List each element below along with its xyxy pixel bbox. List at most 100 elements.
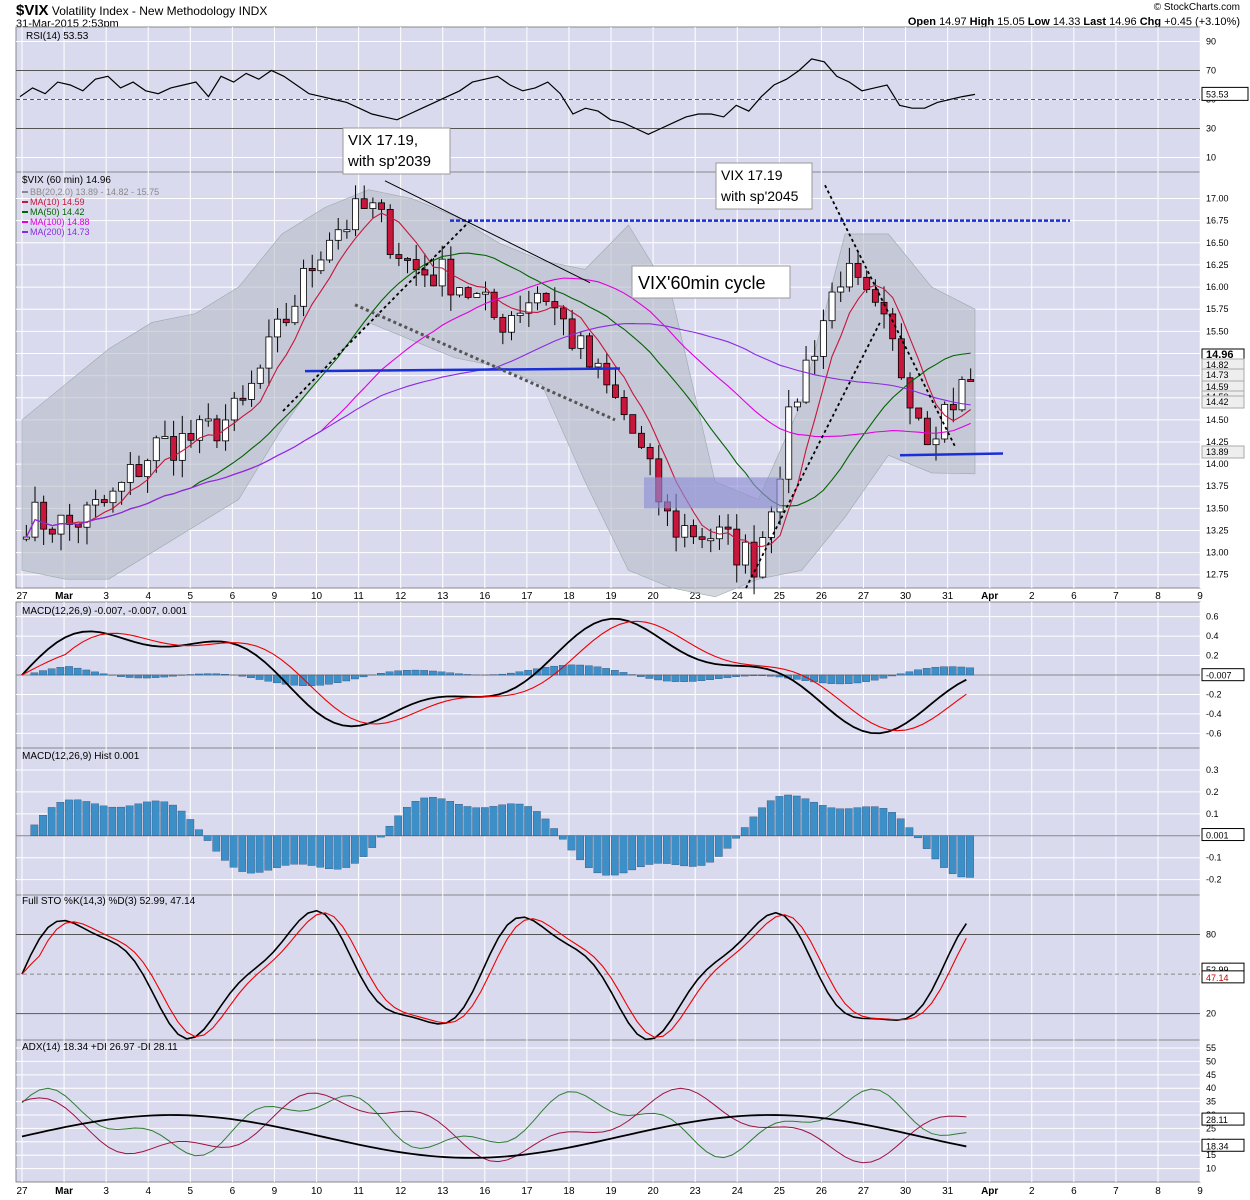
hist-bar	[758, 807, 766, 836]
candle-body	[854, 262, 862, 278]
macd-hist-bar	[740, 674, 749, 677]
hist-bar	[515, 803, 524, 836]
macd-hist-bar	[896, 673, 905, 676]
candle-body	[308, 268, 316, 272]
candle-body	[282, 318, 290, 324]
price-legend-item: BB(20,2.0) 13.89 - 14.82 - 15.75	[30, 187, 159, 197]
x-tick-label: 12	[395, 1186, 407, 1197]
hist-bar	[489, 806, 498, 836]
macd-hist-bar	[385, 671, 394, 676]
macd-hist-bar	[593, 666, 602, 676]
y-tick-label: 14.50	[1206, 415, 1229, 425]
candle-body	[300, 268, 308, 307]
candle-body	[248, 382, 256, 400]
hist-bar	[541, 818, 550, 836]
hist-bar	[82, 801, 91, 836]
quote-summary: Open 14.97 High 15.05 Low 14.33 Last 14.…	[907, 16, 1240, 28]
macd-hist-bar	[697, 674, 706, 681]
candle-body	[681, 525, 689, 538]
hist-legend: MACD(12,26,9) Hist 0.001	[22, 751, 140, 762]
candle-body	[326, 239, 333, 261]
hist-bar	[299, 835, 307, 865]
x-tick-label: 25	[774, 591, 786, 602]
macd-hist-bar	[238, 674, 247, 677]
hist-bar	[602, 835, 610, 876]
macd-hist-bar	[39, 670, 47, 676]
y-tick-label: 55	[1206, 1043, 1216, 1053]
macd-hist-bar	[775, 674, 784, 678]
candle-body	[689, 525, 697, 538]
hist-bar	[888, 812, 896, 836]
macd-hist-bar	[792, 674, 801, 680]
candle-body	[793, 401, 801, 408]
hist-bar	[533, 811, 541, 836]
candle-body	[534, 292, 541, 304]
hist-bar	[91, 803, 99, 836]
candle-body	[724, 526, 732, 530]
hist-bar	[316, 835, 325, 868]
hist-bar	[143, 801, 151, 836]
macd-hist-bar	[455, 673, 463, 676]
candle-body	[499, 317, 507, 333]
hist-bar	[914, 835, 922, 839]
x-tick-label: 19	[605, 1186, 617, 1197]
macd-last-box	[1201, 668, 1245, 682]
macd-hist-bar	[801, 674, 810, 681]
hist-bar	[957, 835, 966, 878]
macd-hist-bar	[680, 674, 688, 682]
hist-bar	[221, 835, 229, 861]
macd-hist-bar	[957, 666, 966, 676]
hist-last-label: 0.001	[1206, 831, 1229, 841]
sto-last-label: 47.14	[1206, 973, 1229, 983]
macd-hist-bar	[377, 673, 385, 676]
hist-bar	[792, 795, 801, 836]
macd-hist-bar	[56, 667, 65, 676]
y-tick-label: 90	[1206, 37, 1216, 47]
hist-bar	[377, 835, 385, 838]
hist-bar	[394, 815, 403, 836]
y-tick-label: 20	[1206, 1009, 1216, 1019]
hist-bar	[671, 835, 680, 865]
candle-body	[915, 407, 923, 419]
macd-hist-bar	[47, 668, 56, 676]
hist-bar	[550, 828, 558, 836]
candle-body	[967, 379, 975, 382]
x-tick-label: 18	[563, 1186, 575, 1197]
candle-body	[213, 418, 221, 442]
hist-bar	[870, 806, 879, 836]
hist-bar	[472, 807, 481, 836]
macd-hist-bar	[411, 669, 420, 676]
y-tick-label: 35	[1206, 1097, 1216, 1107]
x-tick-label: Apr	[981, 591, 998, 602]
candle-body	[638, 432, 645, 448]
panel-sto	[15, 894, 1201, 1041]
x-tick-label: 9	[1197, 1186, 1203, 1197]
candle-body	[40, 501, 48, 530]
macd-hist-bar	[255, 674, 264, 680]
macd-hist-bar	[515, 671, 524, 676]
macd-hist-bar	[662, 674, 671, 682]
candle-body	[66, 514, 74, 525]
candle-body	[187, 433, 195, 441]
candle-body	[698, 536, 706, 540]
x-tick-label: 8	[1155, 1186, 1161, 1197]
x-tick-label: 11	[353, 1186, 364, 1197]
plus-di-line	[21, 1087, 967, 1159]
y-tick-label: 0.2	[1206, 651, 1219, 661]
hist-bar	[645, 835, 654, 865]
macd-hist-bar	[723, 674, 732, 678]
note2-box	[715, 162, 813, 210]
candle-body	[508, 315, 515, 333]
macd-hist-bar	[212, 673, 221, 676]
y-tick-label: 16.25	[1206, 260, 1229, 270]
candle-body	[802, 359, 810, 403]
macd-hist-bar	[888, 674, 896, 677]
hist-bar	[203, 835, 212, 841]
candle-body	[672, 510, 680, 538]
hist-bar	[273, 835, 281, 868]
candle-body	[291, 305, 299, 324]
hist-bar	[896, 818, 905, 836]
hist-bar	[749, 816, 758, 836]
y-tick-label: -0.4	[1206, 709, 1222, 719]
macd-hist-bar	[437, 671, 446, 676]
